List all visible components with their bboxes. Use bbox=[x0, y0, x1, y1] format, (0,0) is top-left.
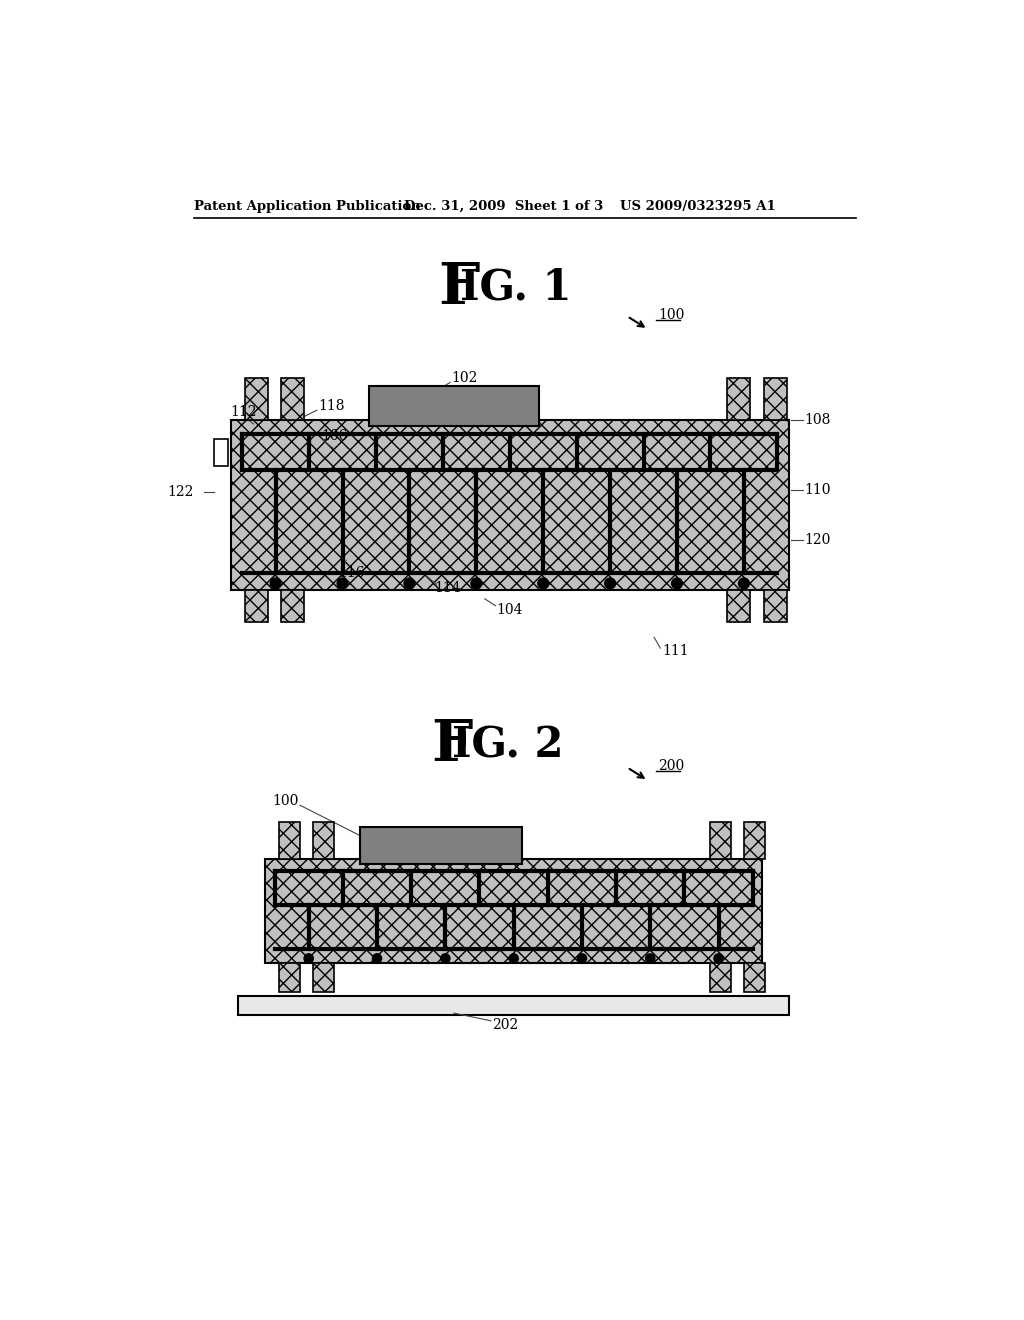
Bar bbox=[744, 964, 765, 993]
Circle shape bbox=[404, 578, 415, 589]
Bar bbox=[360, 826, 521, 863]
Bar bbox=[727, 590, 751, 622]
Text: Patent Application Publication: Patent Application Publication bbox=[194, 199, 421, 213]
Bar bbox=[711, 964, 731, 993]
Text: 112: 112 bbox=[230, 405, 257, 420]
Circle shape bbox=[270, 578, 281, 589]
Bar bbox=[245, 590, 267, 622]
Bar bbox=[239, 997, 788, 1015]
Circle shape bbox=[538, 578, 549, 589]
Text: IG. 1: IG. 1 bbox=[460, 267, 571, 309]
Text: 104: 104 bbox=[497, 603, 523, 616]
Bar bbox=[370, 385, 539, 426]
Text: 200: 200 bbox=[658, 759, 684, 774]
Bar bbox=[313, 822, 334, 859]
Circle shape bbox=[672, 578, 682, 589]
Circle shape bbox=[304, 954, 313, 964]
Circle shape bbox=[646, 954, 655, 964]
Text: 114: 114 bbox=[435, 581, 462, 595]
Text: 202: 202 bbox=[493, 1018, 519, 1032]
Circle shape bbox=[578, 954, 587, 964]
Text: 106: 106 bbox=[322, 429, 348, 442]
Bar bbox=[370, 385, 539, 426]
Circle shape bbox=[509, 954, 518, 964]
Bar bbox=[280, 822, 300, 859]
Text: 110: 110 bbox=[804, 483, 830, 496]
Text: 122: 122 bbox=[167, 484, 194, 499]
Bar bbox=[764, 378, 786, 420]
Text: IG. 2: IG. 2 bbox=[453, 725, 564, 766]
Bar bbox=[764, 590, 786, 622]
Bar bbox=[711, 822, 731, 859]
Circle shape bbox=[337, 578, 348, 589]
Bar bbox=[281, 378, 304, 420]
Text: Dec. 31, 2009  Sheet 1 of 3: Dec. 31, 2009 Sheet 1 of 3 bbox=[403, 199, 603, 213]
Bar bbox=[744, 822, 765, 859]
Circle shape bbox=[605, 578, 615, 589]
Circle shape bbox=[738, 578, 750, 589]
Circle shape bbox=[440, 954, 450, 964]
Circle shape bbox=[714, 954, 723, 964]
Text: 116: 116 bbox=[339, 566, 365, 579]
Bar bbox=[265, 859, 762, 964]
Bar bbox=[245, 378, 267, 420]
Text: 100: 100 bbox=[658, 308, 684, 322]
Text: 111: 111 bbox=[662, 644, 688, 659]
Text: 108: 108 bbox=[804, 413, 830, 428]
Bar bbox=[230, 420, 788, 590]
Bar bbox=[313, 964, 334, 993]
Text: F: F bbox=[438, 260, 480, 315]
Text: F: F bbox=[431, 717, 472, 774]
Text: 100: 100 bbox=[272, 795, 298, 808]
Bar bbox=[214, 440, 227, 466]
Text: 102: 102 bbox=[452, 371, 478, 385]
Circle shape bbox=[373, 954, 382, 964]
Bar bbox=[727, 378, 751, 420]
Text: 118: 118 bbox=[318, 400, 345, 413]
Bar bbox=[360, 826, 521, 863]
Bar bbox=[281, 590, 304, 622]
Bar bbox=[280, 964, 300, 993]
Text: US 2009/0323295 A1: US 2009/0323295 A1 bbox=[620, 199, 775, 213]
Text: 120: 120 bbox=[804, 532, 830, 546]
Circle shape bbox=[471, 578, 481, 589]
